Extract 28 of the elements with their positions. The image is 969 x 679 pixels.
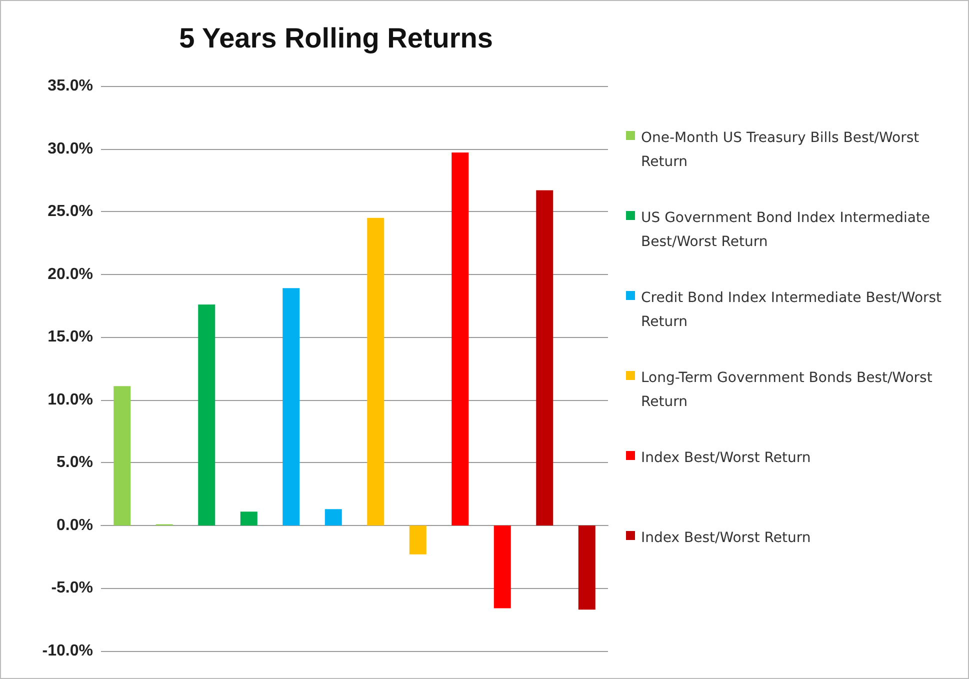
- bar: [536, 190, 554, 526]
- bar: [578, 525, 596, 610]
- legend-label: US Government Bond Index Intermediate Best/Worst Return: [641, 210, 934, 250]
- legend-label: One-Month US Treasury Bills Best/Worst Return: [641, 130, 924, 170]
- legend-label: Credit Bond Index Intermediate Best/Worst Return: [641, 290, 946, 330]
- bar: [282, 288, 300, 526]
- y-tick-label: 30.0%: [48, 140, 93, 158]
- y-tick-label: 20.0%: [48, 266, 93, 283]
- y-tick-label: 10.0%: [48, 391, 93, 408]
- bar: [198, 304, 216, 526]
- y-tick-label: 15.0%: [48, 328, 93, 346]
- legend-label: Index Best/Worst Return: [641, 530, 811, 546]
- y-tick-label: 35.0%: [48, 78, 93, 94]
- chart-title: 5 Years Rolling Returns: [179, 22, 493, 54]
- bar: [409, 525, 426, 554]
- bar: [114, 386, 131, 526]
- y-tick-label: 5.0%: [56, 454, 93, 472]
- legend-label: Index Best/Worst Return: [641, 450, 811, 466]
- bar: [452, 152, 469, 526]
- y-tick-label: -10.0%: [42, 642, 93, 660]
- y-tick-label: 25.0%: [48, 203, 93, 220]
- bar: [367, 218, 384, 526]
- bar: [494, 525, 511, 608]
- y-tick-label: -5.0%: [51, 580, 93, 597]
- bar: [240, 512, 258, 526]
- legend-label: Long-Term Government Bonds Best/Worst Return: [641, 370, 937, 410]
- y-tick-label: 0.0%: [56, 516, 93, 534]
- bar: [324, 509, 342, 526]
